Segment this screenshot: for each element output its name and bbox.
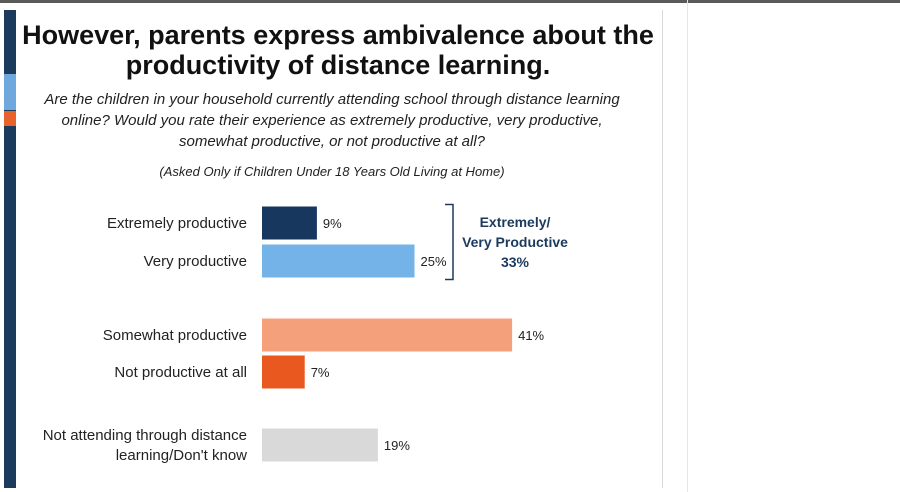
bar-5 xyxy=(262,428,378,462)
group-bracket xyxy=(445,203,454,281)
value-label-1: 9% xyxy=(323,216,342,231)
bar-3 xyxy=(262,318,513,352)
value-label-2: 25% xyxy=(421,254,447,269)
value-label-3: 41% xyxy=(518,328,544,343)
category-label-5-line-1: Not attending through distance xyxy=(43,427,247,444)
bar-4 xyxy=(262,355,305,389)
window-top-border xyxy=(0,0,900,3)
category-label-3: Somewhat productive xyxy=(103,327,247,344)
left-accent-orange-segment xyxy=(4,111,16,126)
category-label-1: Extremely productive xyxy=(107,215,247,232)
bar-1 xyxy=(262,206,317,240)
group-annotation-line-3: 33% xyxy=(501,254,530,270)
category-label-2: Very productive xyxy=(144,253,247,270)
left-accent-light-segment xyxy=(4,74,16,110)
slide-title: However, parents express ambivalence abo… xyxy=(22,20,654,80)
right-divider xyxy=(687,0,688,492)
bar-chart: Extremely productive 9% Very productive 25%… xyxy=(43,203,568,464)
category-label-5-line-2: learning/Don't know xyxy=(116,447,247,464)
value-label-5: 19% xyxy=(384,438,410,453)
survey-note: (Asked Only if Children Under 18 Years O… xyxy=(159,164,505,179)
category-label-4: Not productive at all xyxy=(114,364,247,381)
bar-2 xyxy=(262,244,415,278)
slide-panel: However, parents express ambivalence abo… xyxy=(4,10,663,488)
survey-question: Are the children in your household curre… xyxy=(44,91,620,150)
value-label-4: 7% xyxy=(311,365,330,380)
group-annotation-line-1: Extremely/ xyxy=(480,214,551,230)
left-accent-bar xyxy=(4,10,16,488)
group-annotation-line-2: Very Productive xyxy=(462,234,568,250)
